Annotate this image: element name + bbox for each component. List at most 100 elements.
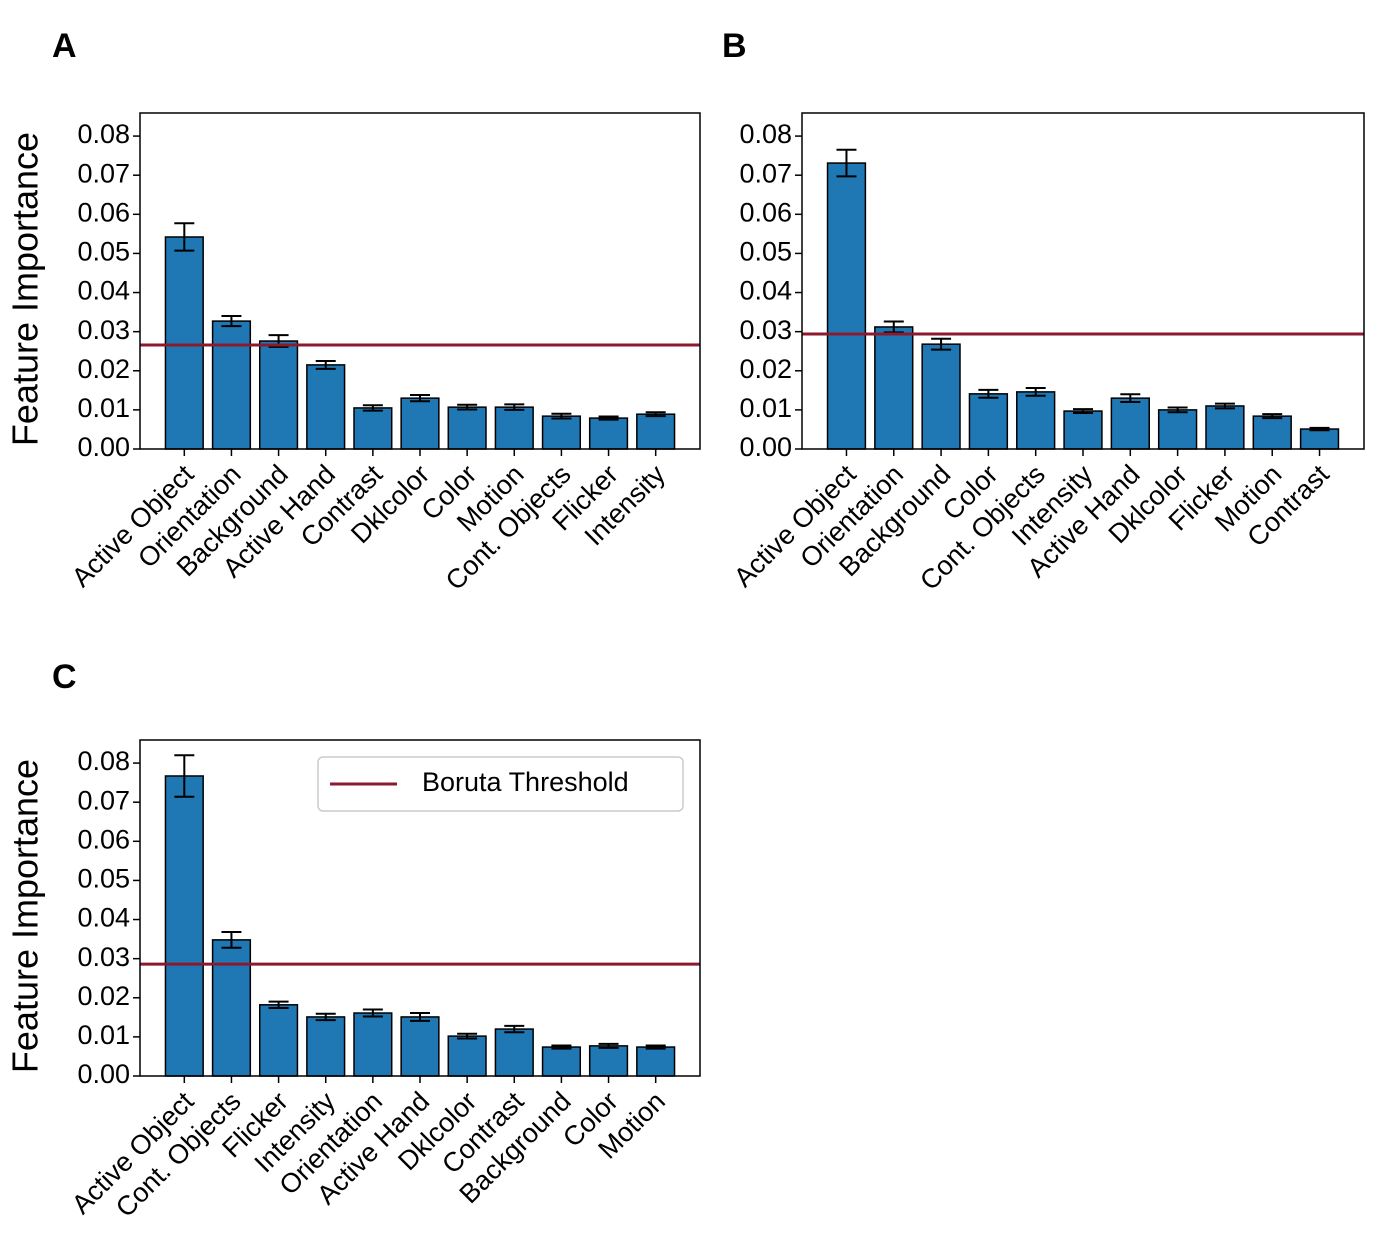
error-bar [645, 411, 666, 418]
y-tick-label: 0.00 [77, 432, 130, 462]
bar [826, 162, 867, 450]
legend-label: Boruta Threshold [422, 767, 629, 797]
bar [494, 1028, 534, 1077]
bar [1063, 410, 1103, 450]
error-bar [551, 412, 572, 420]
y-tick-label: 0.07 [739, 158, 792, 188]
bar [164, 236, 204, 450]
y-tick-label: 0.08 [77, 746, 130, 776]
bar [494, 406, 534, 450]
panel-label: B [722, 27, 747, 65]
y-tick-label: 0.04 [77, 903, 130, 933]
plot-frame [139, 739, 701, 1077]
error-bar [410, 1012, 430, 1022]
y-tick-label: 0.04 [77, 276, 130, 306]
y-tick-label: 0.04 [739, 276, 792, 306]
y-tick-label: 0.06 [739, 197, 792, 227]
error-bar [362, 1008, 383, 1018]
bar [1016, 391, 1056, 450]
bar [353, 407, 393, 450]
error-bar [1073, 408, 1093, 415]
bar [921, 343, 961, 450]
legend: Boruta Threshold [317, 756, 684, 812]
panel: B0.000.010.020.030.040.050.060.070.08Act… [722, 27, 1365, 596]
error-bar [457, 403, 478, 411]
error-bar [836, 148, 857, 178]
bar [1299, 428, 1340, 450]
y-tick-label: 0.01 [739, 393, 792, 423]
bar [541, 415, 582, 450]
error-bar [221, 315, 242, 328]
error-bar [457, 1032, 478, 1040]
error-bar [1214, 402, 1235, 410]
bar [400, 397, 440, 450]
y-tick-label: 0.01 [77, 393, 130, 423]
error-bar [315, 1012, 336, 1022]
error-bar [174, 222, 195, 252]
bar [258, 340, 299, 450]
y-tick-label: 0.00 [739, 432, 792, 462]
bar [588, 1045, 629, 1077]
error-bar [598, 1042, 619, 1049]
error-bar [1309, 426, 1330, 432]
bar [353, 1012, 393, 1077]
bar [1110, 397, 1150, 450]
error-bar [315, 359, 336, 370]
bar [400, 1016, 440, 1077]
bar [306, 1016, 346, 1077]
y-tick-label: 0.03 [77, 315, 130, 345]
bar [588, 417, 629, 450]
y-tick-label: 0.03 [77, 942, 130, 972]
y-tick-label: 0.00 [77, 1059, 130, 1089]
y-tick-label: 0.06 [77, 824, 130, 854]
error-bar [645, 1044, 666, 1050]
bar [447, 406, 487, 450]
y-tick-label: 0.02 [77, 981, 130, 1011]
bar [968, 393, 1009, 450]
plot-frame [801, 112, 1365, 450]
bar [1252, 415, 1292, 450]
bar [1205, 405, 1245, 450]
bar [258, 1004, 299, 1077]
y-tick-label: 0.08 [77, 119, 130, 149]
error-bar [504, 403, 525, 411]
error-bar [221, 931, 242, 949]
error-bar [362, 404, 383, 412]
error-bar [174, 754, 195, 798]
y-tick-label: 0.07 [77, 785, 130, 815]
y-tick-label: 0.07 [77, 158, 130, 188]
error-bar [1167, 406, 1188, 414]
bar [541, 1046, 582, 1077]
y-tick-label: 0.02 [77, 354, 130, 384]
bar [306, 364, 346, 450]
legend-box [317, 756, 684, 812]
error-bar [1025, 386, 1046, 397]
y-axis-label: Feature Importance [5, 759, 46, 1073]
error-bar [978, 388, 999, 399]
panel: C Feature Importance 0.00 0.01 0.02 0.03 0.04 0… [5, 658, 701, 1223]
error-bar [1262, 413, 1283, 420]
bar [636, 413, 676, 450]
bar [874, 326, 914, 450]
panel-label: C [52, 658, 77, 696]
y-tick-label: 0.06 [77, 197, 130, 227]
bar [636, 1046, 676, 1077]
error-bar [598, 415, 619, 421]
bar [211, 939, 252, 1077]
panel: A Feature Importance 0.00 0.01 0.02 0.03 0.04 0… [5, 27, 701, 596]
error-bar [268, 1000, 289, 1009]
bar [447, 1035, 487, 1077]
y-tick-label: 0.02 [739, 354, 792, 384]
bar [211, 320, 252, 450]
error-bar [504, 1024, 525, 1034]
plot-frame [139, 112, 701, 450]
y-tick-label: 0.03 [739, 315, 792, 345]
y-tick-label: 0.05 [77, 237, 130, 267]
y-tick-label: 0.05 [77, 864, 130, 894]
bar [164, 775, 204, 1077]
error-bar [1120, 393, 1141, 404]
panel-label: A [52, 27, 77, 65]
error-bar [551, 1044, 572, 1050]
y-axis-label: Feature Importance [5, 132, 46, 446]
